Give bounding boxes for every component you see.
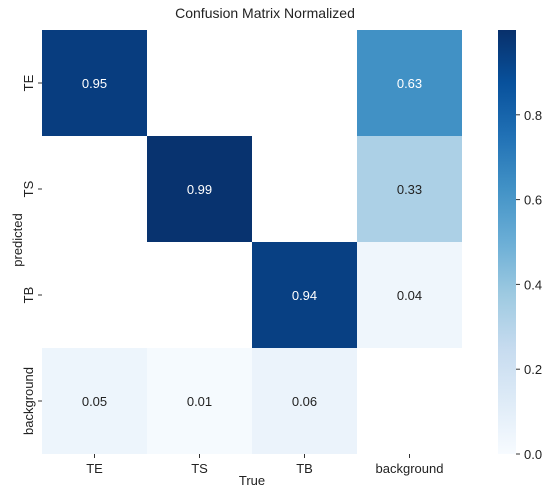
x-tick-label: TE (86, 461, 103, 476)
y-axis-ticks: TE TS TB background (21, 74, 42, 435)
cell-value-label: 0.94 (292, 288, 317, 303)
cell-value-label: 0.05 (82, 394, 107, 409)
x-axis-label: True (239, 473, 265, 488)
x-tick-label: background (376, 461, 444, 476)
heatmap-cell (357, 30, 462, 136)
heatmap-cell (42, 30, 147, 136)
cell-value-label: 0.33 (397, 182, 422, 197)
colorbar-tick-label: 0.0 (524, 447, 542, 462)
colorbar-ticks: 0.0 0.2 0.4 0.6 0.8 (516, 108, 542, 462)
heatmap-cells (42, 30, 462, 454)
y-tick-label: TE (21, 74, 36, 91)
cell-value-label: 0.04 (397, 288, 422, 303)
cell-value-label: 0.01 (187, 394, 212, 409)
x-tick-label: TS (191, 461, 208, 476)
y-axis-label: predicted (10, 213, 25, 266)
colorbar-tick-label: 0.2 (524, 362, 542, 377)
y-tick-label: TS (21, 180, 36, 197)
y-tick-label: background (21, 367, 36, 435)
heatmap-cell (42, 348, 147, 454)
cell-value-label: 0.99 (187, 182, 212, 197)
colorbar-tick-label: 0.4 (524, 277, 542, 292)
cell-value-label: 0.95 (82, 76, 107, 91)
heatmap-cell (252, 242, 357, 348)
heatmap-cell (357, 242, 462, 348)
cell-value-label: 0.06 (292, 394, 317, 409)
y-tick-label: TB (21, 287, 36, 304)
x-axis-ticks: TE TS TB background (86, 454, 443, 476)
colorbar-tick-label: 0.6 (524, 193, 542, 208)
cell-value-label: 0.63 (397, 76, 422, 91)
chart-title: Confusion Matrix Normalized (175, 5, 355, 21)
colorbar-tick-label: 0.8 (524, 108, 542, 123)
heatmap-cell-labels: 0.95 0.63 0.99 0.33 0.94 0.04 0.05 0.01 0.06 (82, 76, 422, 409)
colorbar (498, 30, 516, 454)
x-tick-label: TB (296, 461, 313, 476)
heatmap-cell (147, 136, 252, 242)
heatmap-cell (357, 136, 462, 242)
heatmap-cell (147, 348, 252, 454)
heatmap-cell (252, 348, 357, 454)
